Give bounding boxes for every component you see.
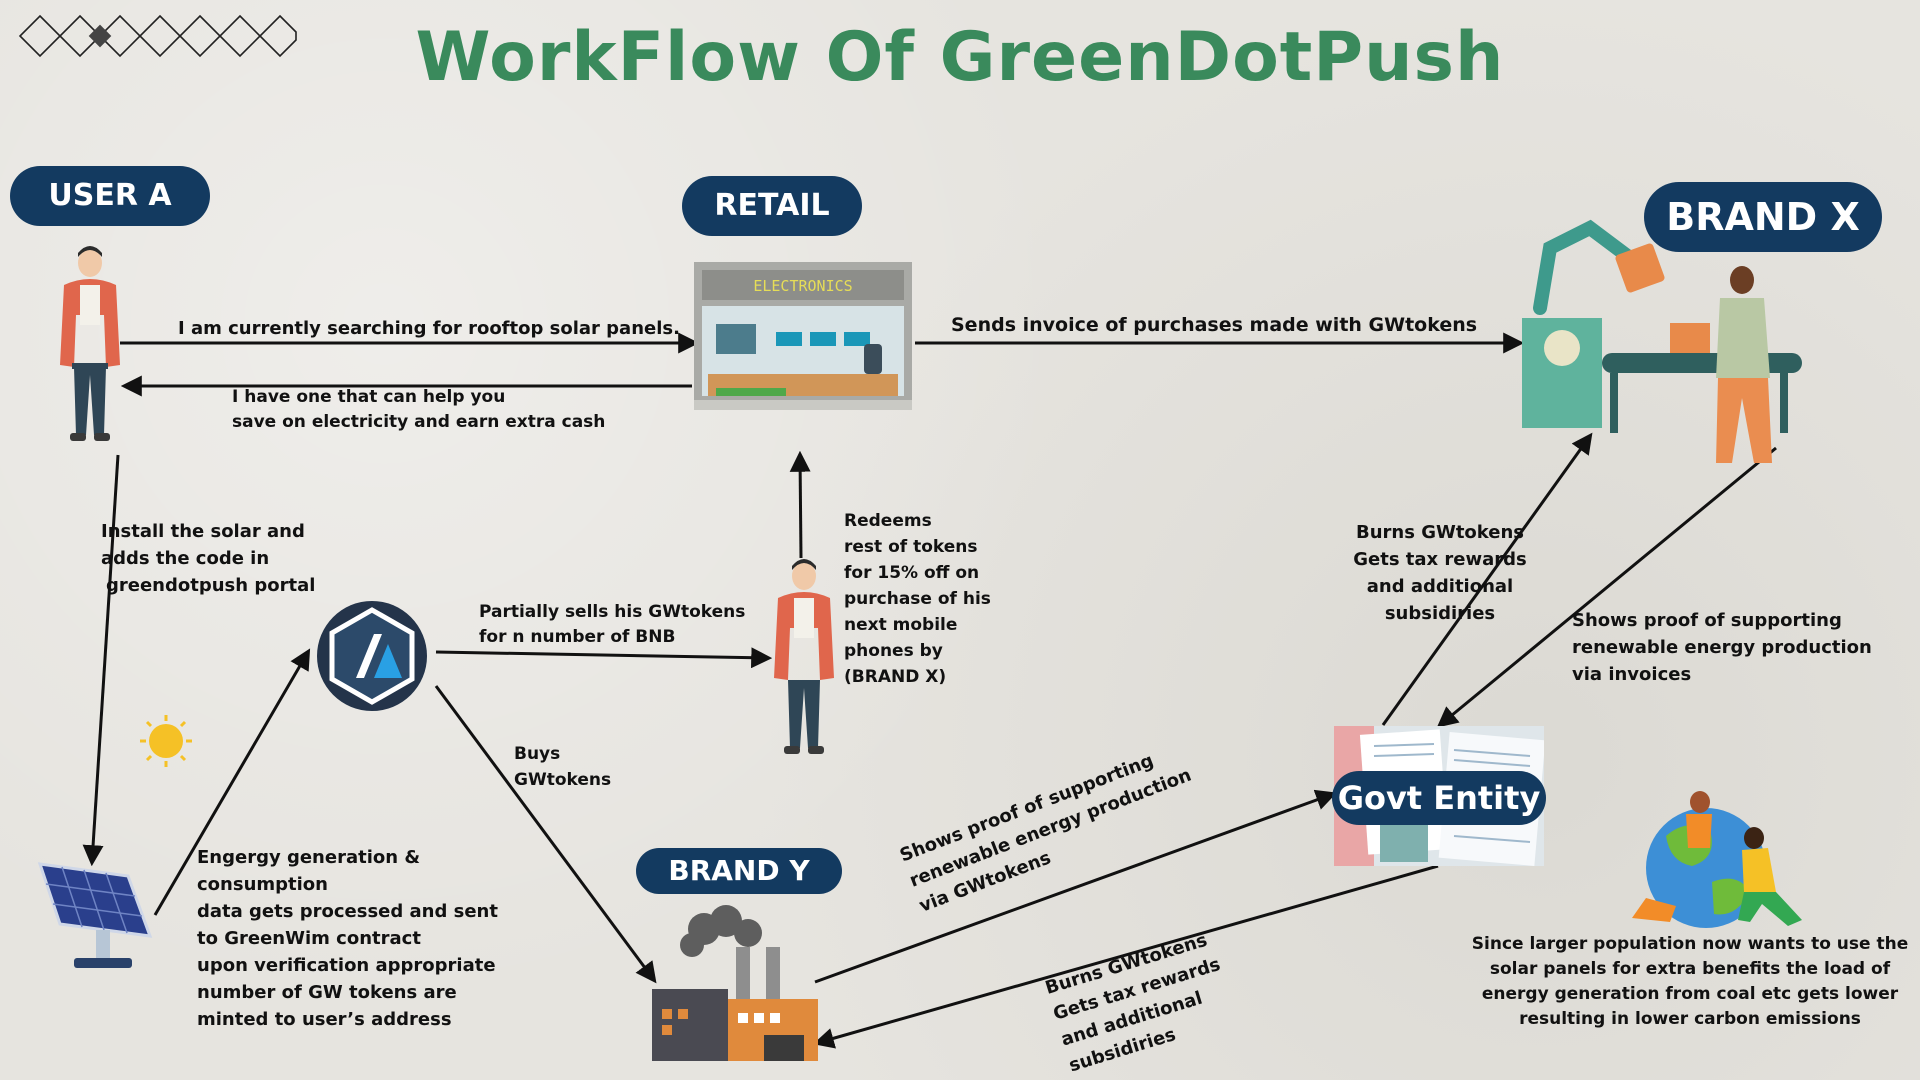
label-retail-to-user: I have one that can help you save on ele… — [232, 387, 606, 432]
brand-y-factory-icon — [652, 905, 818, 1061]
arrow-contract-to-user — [435, 647, 773, 669]
label-solar-to-contract: Engergy generation & consumption data ge… — [197, 847, 498, 1030]
user-person-middle-icon — [774, 559, 834, 754]
label-user-to-solar: Install the solar and adds the code in g… — [101, 521, 316, 596]
arrow-user-to-solar — [82, 454, 120, 867]
earth-with-people-icon — [1632, 791, 1802, 928]
solar-panel-icon — [37, 862, 153, 968]
label-buys: Buys GWtokens — [514, 744, 612, 790]
node-brand-x: BRAND X — [1644, 182, 1882, 252]
label-retail-to-brandx: Sends invoice of purchases made with GWt… — [951, 314, 1478, 336]
arrow-solar-to-contract — [153, 648, 311, 916]
node-retail: RETAIL — [682, 176, 862, 236]
diamond-pattern-icon — [18, 14, 297, 58]
label-user-to-retail: I am currently searching for rooftop sol… — [178, 318, 680, 339]
node-govt-entity: Govt Entity — [1332, 771, 1546, 825]
label-brandx-to-govt: Shows proof of supporting renewable ener… — [1572, 610, 1872, 685]
arrow-brandx-to-govt — [1436, 446, 1777, 728]
brand-x-factory-icon — [1522, 219, 1802, 463]
label-govt-to-brandx: Burns GWtokens Gets tax rewards and addi… — [1353, 522, 1527, 624]
node-user-a: USER A — [10, 166, 210, 226]
arrow-brandy-to-govt — [814, 789, 1337, 984]
arrow-govt-to-brandy — [812, 864, 1439, 1049]
retail-store-sign: ELECTRONICS — [753, 277, 852, 295]
arrow-govt-to-brandx — [1381, 432, 1593, 726]
node-brand-y: BRAND Y — [636, 848, 842, 894]
label-conclusion: Since larger population now wants to use… — [1471, 934, 1909, 1029]
label-contract-to-user: Partially sells his GWtokens for n numbe… — [479, 602, 746, 647]
page-title: WorkFlow Of GreenDotPush — [415, 18, 1505, 97]
retail-store-icon: ELECTRONICS — [694, 262, 912, 410]
arrow-user-to-retail-redeem — [789, 450, 811, 559]
arrow-contract-to-brandy — [434, 685, 657, 984]
user-a-person-icon — [60, 246, 120, 441]
contract-token-logo-icon — [317, 601, 427, 711]
sun-icon — [140, 715, 192, 767]
label-redeem: Redeems rest of tokens for 15% off on pu… — [844, 511, 991, 687]
